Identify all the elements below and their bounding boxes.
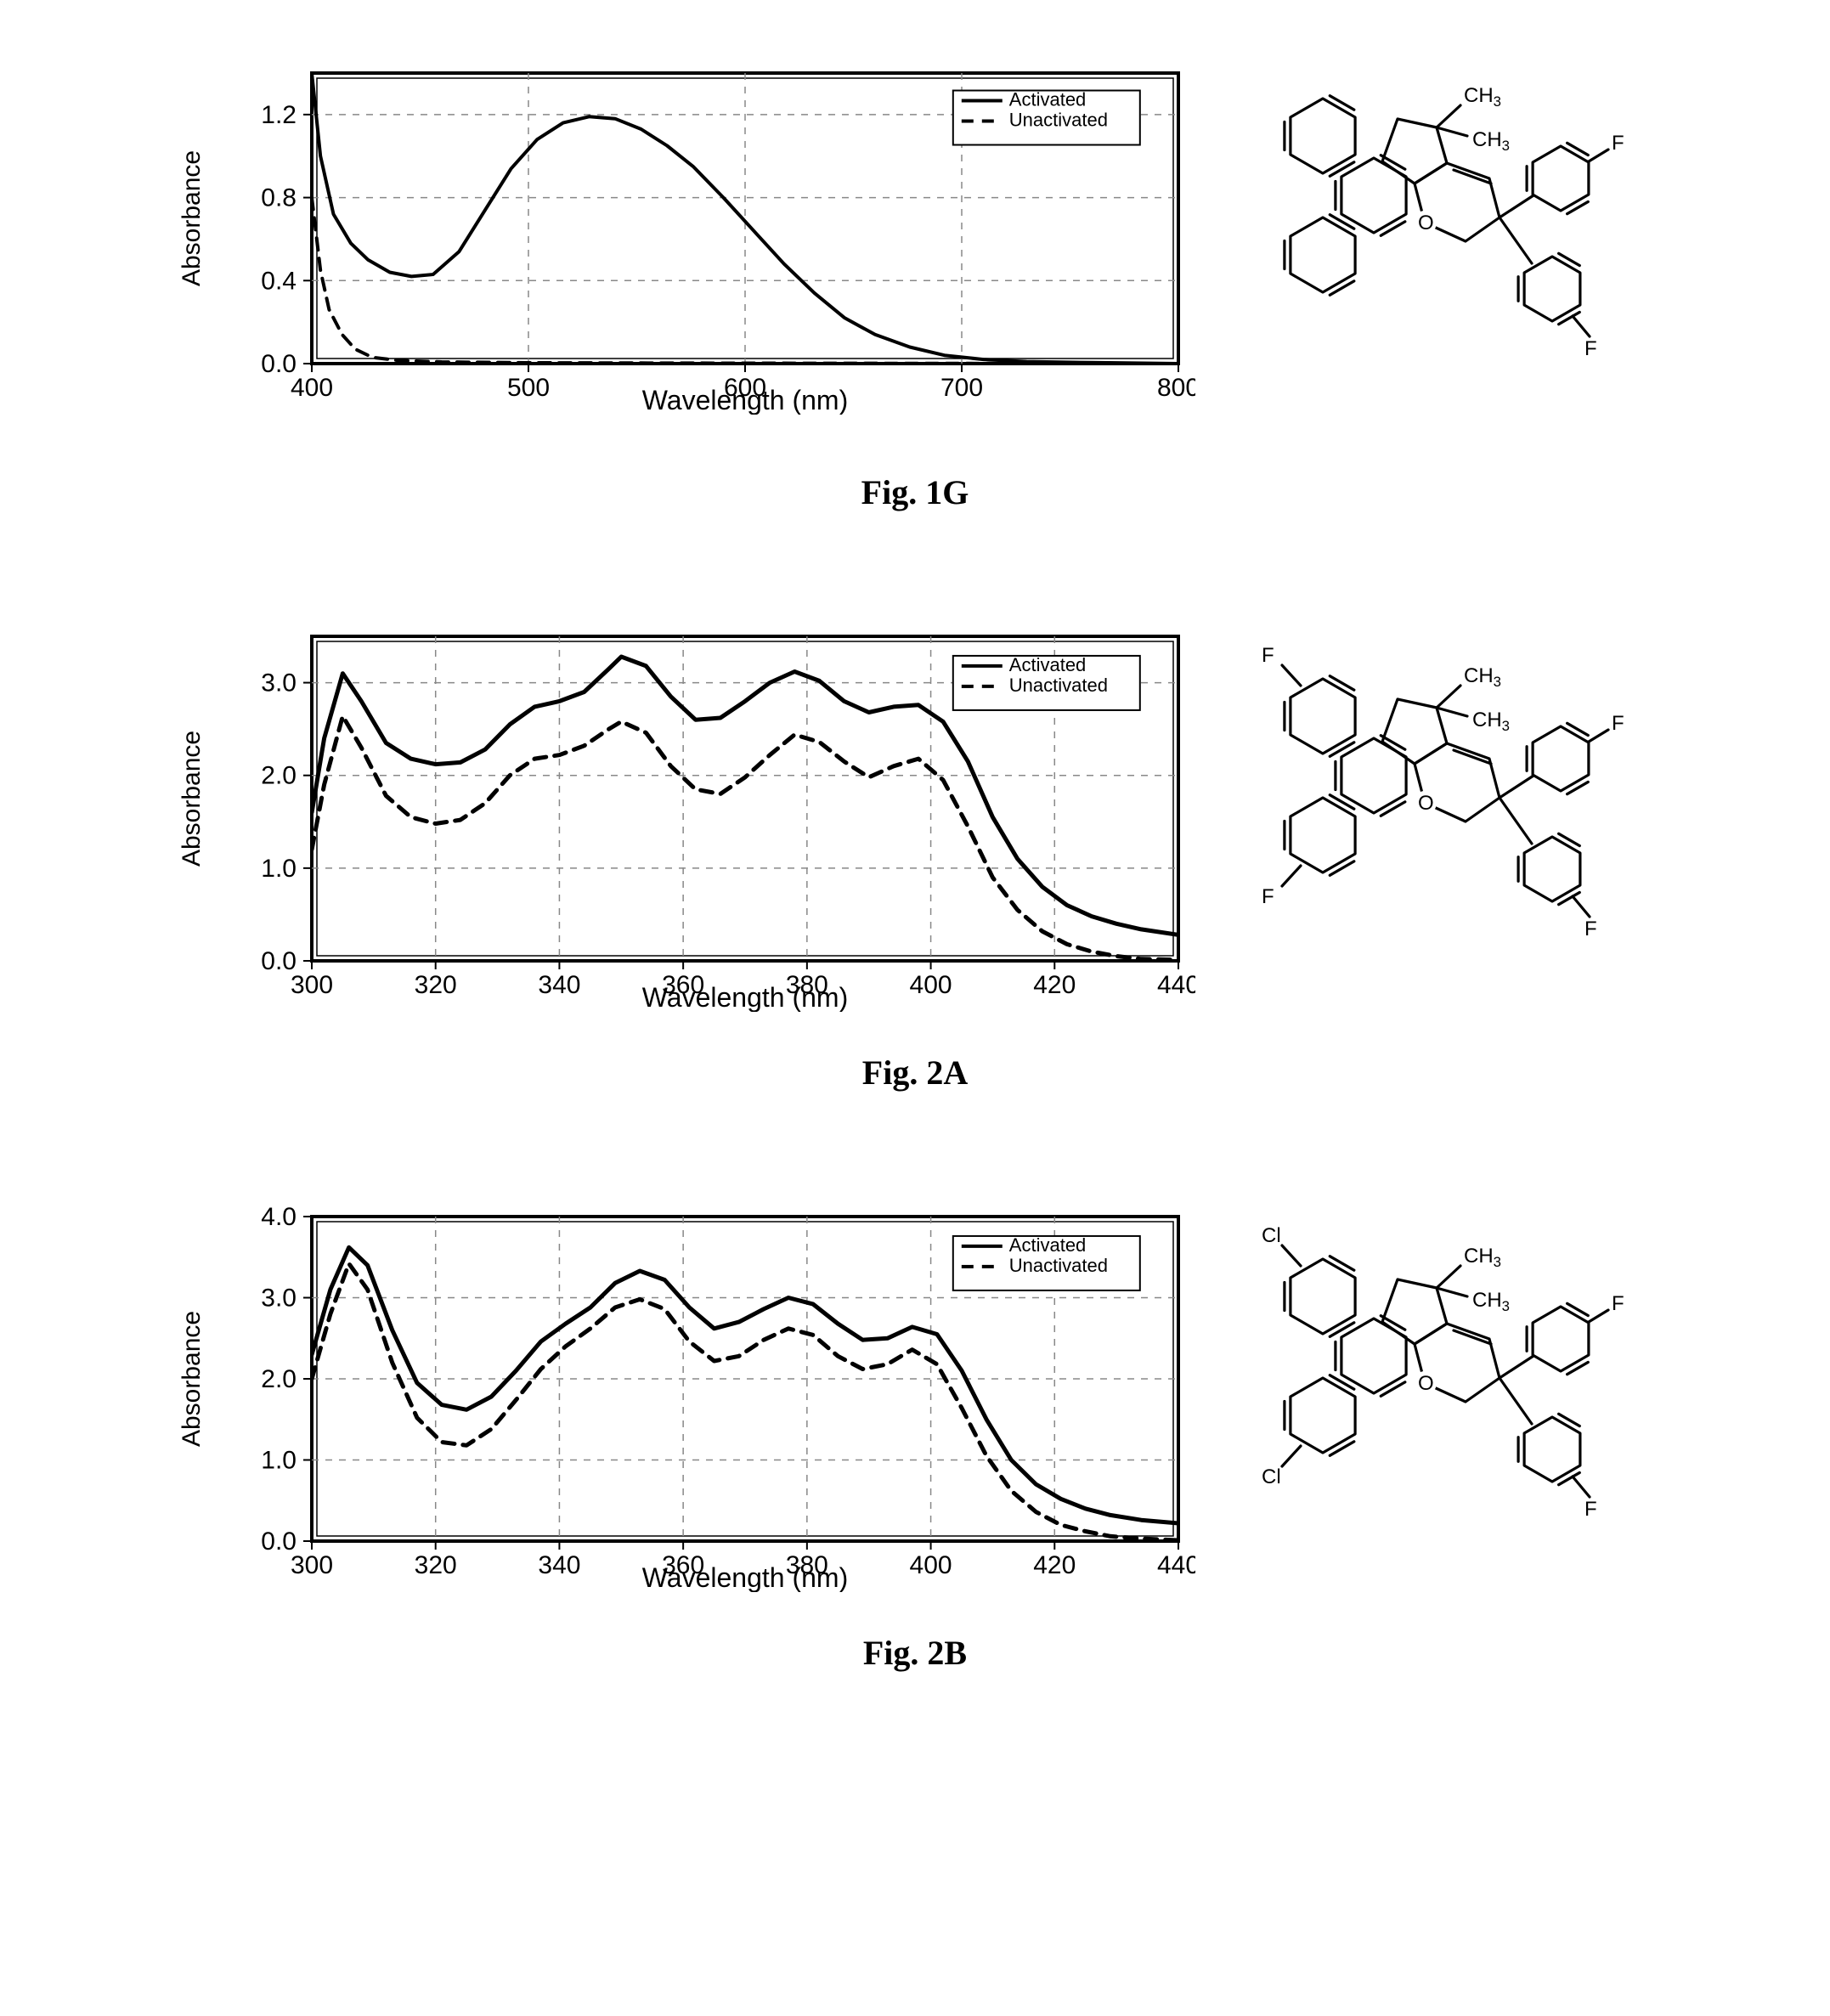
svg-text:0.4: 0.4 (261, 267, 297, 295)
svg-text:400: 400 (291, 374, 333, 402)
svg-text:700: 700 (940, 374, 983, 402)
svg-text:Wavelength (nm): Wavelength (nm) (642, 1562, 848, 1592)
svg-text:3.0: 3.0 (261, 669, 297, 697)
svg-text:O: O (1418, 1372, 1434, 1395)
figure-caption: Fig. 1G (861, 472, 969, 512)
svg-text:Cl: Cl (1262, 1224, 1281, 1247)
svg-text:CH3: CH3 (1472, 1289, 1510, 1314)
figure-fig2b: 0.01.02.03.04.0300320340360380400420440W… (34, 1194, 1796, 1673)
svg-text:F: F (1584, 1498, 1597, 1521)
svg-text:4.0: 4.0 (261, 1203, 297, 1231)
svg-text:Activated: Activated (1009, 653, 1087, 675)
svg-text:F: F (1262, 885, 1274, 908)
svg-text:F: F (1584, 337, 1597, 360)
svg-text:500: 500 (507, 374, 550, 402)
svg-text:Unactivated: Unactivated (1009, 1254, 1108, 1275)
figure-row: 0.00.40.81.2400500600700800Wavelength (n… (34, 34, 1796, 442)
absorbance-chart: 0.00.40.81.2400500600700800Wavelength (n… (176, 58, 1195, 419)
svg-text:0.8: 0.8 (261, 184, 297, 212)
svg-text:800: 800 (1157, 374, 1195, 402)
figure-row: 0.01.02.03.04.0300320340360380400420440W… (34, 1194, 1796, 1602)
svg-text:320: 320 (415, 971, 457, 999)
svg-text:CH3: CH3 (1464, 664, 1501, 690)
figure-caption: Fig. 2A (862, 1053, 968, 1093)
svg-text:400: 400 (910, 971, 952, 999)
svg-text:F: F (1612, 132, 1624, 155)
svg-text:400: 400 (910, 1551, 952, 1579)
absorbance-chart: 0.01.02.03.0300320340360380400420440Wave… (176, 621, 1195, 1016)
svg-text:Activated: Activated (1009, 88, 1087, 110)
svg-text:CH3: CH3 (1472, 709, 1510, 734)
svg-text:2.0: 2.0 (261, 1365, 297, 1393)
figure-fig2a: 0.01.02.03.0300320340360380400420440Wave… (34, 614, 1796, 1093)
svg-text:300: 300 (291, 971, 333, 999)
svg-text:1.0: 1.0 (261, 1446, 297, 1474)
svg-text:Wavelength (nm): Wavelength (nm) (642, 982, 848, 1012)
svg-text:Absorbance: Absorbance (178, 1310, 206, 1446)
svg-text:Cl: Cl (1262, 1465, 1281, 1488)
svg-text:440: 440 (1157, 971, 1195, 999)
figure-caption: Fig. 2B (863, 1633, 967, 1673)
svg-text:O: O (1418, 792, 1434, 815)
svg-text:340: 340 (538, 971, 580, 999)
figure-fig1g: 0.00.40.81.2400500600700800Wavelength (n… (34, 34, 1796, 512)
absorbance-chart: 0.01.02.03.04.0300320340360380400420440W… (176, 1201, 1195, 1596)
svg-text:CH3: CH3 (1464, 84, 1501, 110)
svg-text:CH3: CH3 (1464, 1245, 1501, 1270)
svg-text:2.0: 2.0 (261, 761, 297, 789)
svg-text:Absorbance: Absorbance (178, 150, 206, 285)
molecule-structure: CH3 CH3 O F F Cl Cl (1246, 1194, 1654, 1602)
svg-text:1.2: 1.2 (261, 100, 297, 128)
svg-text:420: 420 (1033, 971, 1076, 999)
svg-text:Wavelength (nm): Wavelength (nm) (642, 385, 848, 415)
svg-text:1.0: 1.0 (261, 854, 297, 882)
molecule-structure: CH3 CH3 O F F (1246, 34, 1654, 442)
svg-text:F: F (1262, 644, 1274, 667)
svg-text:340: 340 (538, 1551, 580, 1579)
svg-text:320: 320 (415, 1551, 457, 1579)
svg-text:Activated: Activated (1009, 1234, 1087, 1255)
svg-text:Absorbance: Absorbance (178, 730, 206, 866)
molecule-structure: CH3 CH3 O F F F F (1246, 614, 1654, 1022)
svg-text:440: 440 (1157, 1551, 1195, 1579)
svg-text:F: F (1612, 1292, 1624, 1315)
svg-text:CH3: CH3 (1472, 128, 1510, 154)
svg-text:F: F (1612, 712, 1624, 735)
svg-text:Unactivated: Unactivated (1009, 674, 1108, 695)
svg-text:300: 300 (291, 1551, 333, 1579)
svg-text:420: 420 (1033, 1551, 1076, 1579)
svg-text:O: O (1418, 212, 1434, 234)
svg-text:F: F (1584, 918, 1597, 940)
figure-row: 0.01.02.03.0300320340360380400420440Wave… (34, 614, 1796, 1022)
svg-text:3.0: 3.0 (261, 1284, 297, 1312)
svg-text:Unactivated: Unactivated (1009, 109, 1108, 130)
